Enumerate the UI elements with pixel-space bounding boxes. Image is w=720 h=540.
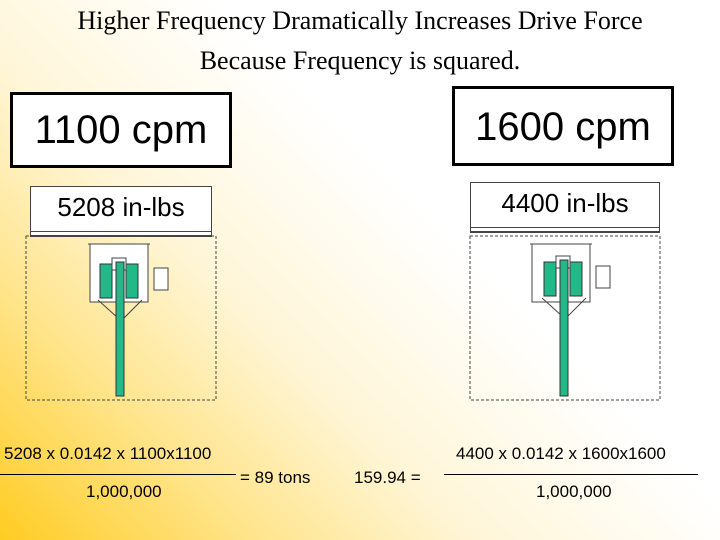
right-lead: 159.94 =	[354, 468, 421, 487]
left-guide-left	[97, 299, 119, 319]
left-result: = 89 tons	[240, 468, 311, 487]
right-guide-right	[567, 297, 587, 317]
left-side-plate	[153, 267, 169, 291]
right-side-plate	[595, 265, 611, 289]
left-weight-left	[99, 263, 113, 299]
right-weight-left	[543, 261, 557, 297]
left-guide-right	[123, 299, 143, 319]
right-drive-assembly	[469, 235, 661, 401]
right-shaft	[559, 259, 569, 397]
right-weight-right	[569, 261, 583, 297]
left-fraction-bar	[0, 474, 236, 475]
left-drive-assembly	[25, 235, 217, 401]
left-numerator: 5208 x 0.0142 x 1100x1100	[4, 444, 212, 463]
left-shaft	[115, 261, 125, 397]
right-fraction-bar	[444, 474, 698, 475]
left-frame-outline	[25, 235, 217, 401]
right-numerator: 4400 x 0.0142 x 1600x1600	[456, 444, 666, 463]
left-weight-right	[125, 263, 139, 299]
right-frame-outline	[469, 235, 661, 401]
title-line-1: Higher Frequency Dramatically Increases …	[77, 6, 643, 35]
right-guide-left	[541, 297, 563, 317]
left-denominator: 1,000,000	[86, 482, 162, 501]
left-frequency-box: 1100 cpm	[10, 92, 232, 168]
right-denominator: 1,000,000	[536, 482, 612, 501]
right-force-box: 4400 in-lbs	[470, 182, 660, 228]
title-line-2: Because Frequency is squared.	[199, 46, 521, 75]
right-frequency-box: 1600 cpm	[452, 86, 674, 166]
left-force-box: 5208 in-lbs	[30, 186, 212, 232]
